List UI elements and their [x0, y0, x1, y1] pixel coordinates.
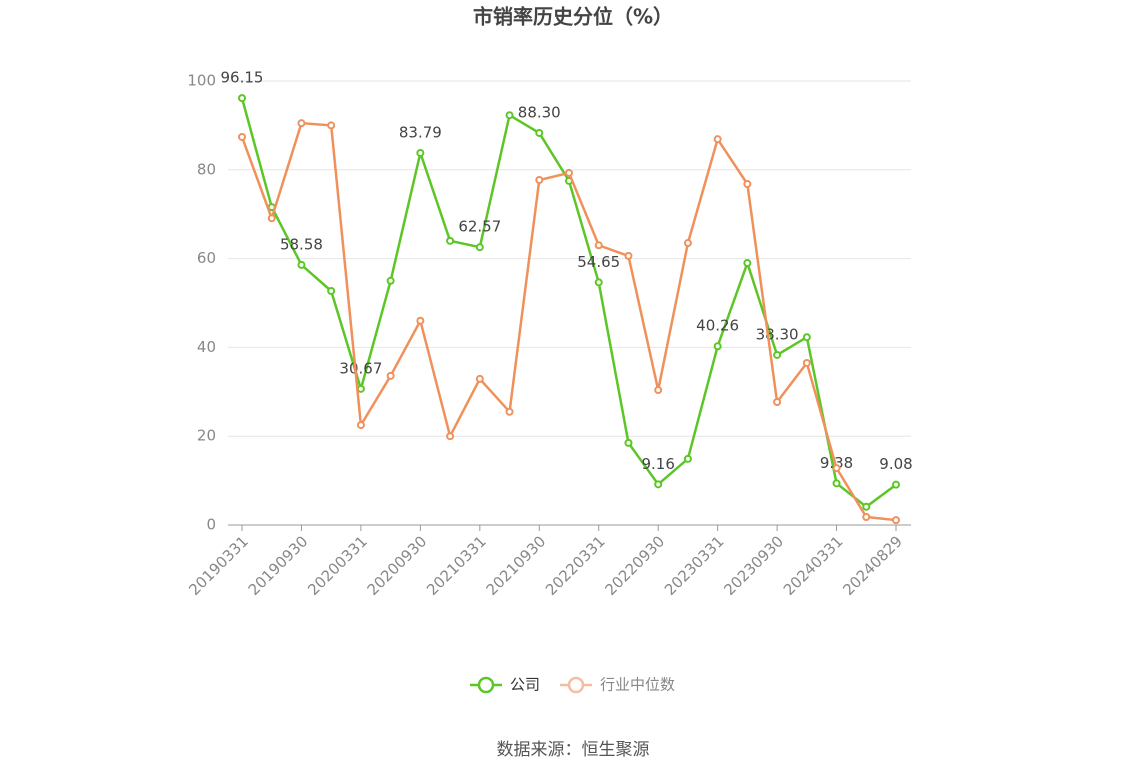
point	[654, 480, 663, 489]
point	[535, 128, 544, 137]
point	[594, 241, 603, 250]
point	[386, 371, 395, 380]
point	[565, 168, 573, 177]
x-tick-label: 20230331	[661, 532, 728, 599]
point	[713, 342, 722, 351]
point	[535, 176, 544, 185]
point	[238, 94, 246, 103]
y-tick-label: 0	[206, 516, 216, 534]
point	[416, 148, 425, 157]
point	[683, 454, 692, 463]
legend-label: 公司	[510, 676, 540, 694]
data-label: 9.08	[879, 455, 912, 473]
point	[862, 502, 871, 511]
x-tick-label: 20210930	[483, 532, 550, 599]
point	[743, 259, 752, 268]
series-line	[240, 97, 897, 509]
data-label: 54.65	[577, 253, 620, 271]
x-tick-label: 20220331	[542, 532, 609, 599]
point	[267, 214, 276, 223]
point	[654, 386, 663, 395]
point	[416, 316, 425, 325]
y-tick-label: 40	[197, 338, 216, 356]
y-tick-label: 100	[187, 72, 216, 90]
chart-title: 市销率历史分位（%）	[473, 5, 673, 29]
point	[862, 513, 871, 522]
point	[446, 432, 455, 441]
point	[594, 278, 603, 287]
data-label: 62.57	[458, 218, 501, 236]
x-tick-label: 20200331	[304, 532, 371, 599]
x-tick-label: 20230930	[720, 532, 787, 599]
point	[356, 384, 365, 393]
point	[297, 260, 306, 269]
y-tick-label: 80	[197, 160, 216, 178]
y-tick-label: 60	[197, 249, 216, 267]
x-tick-label: 20210331	[423, 532, 490, 599]
point	[773, 350, 782, 359]
x-tick-label: 20220930	[601, 532, 668, 599]
point	[386, 276, 395, 285]
data-label: 40.26	[696, 317, 739, 335]
data-label: 38.30	[756, 325, 799, 343]
point	[297, 119, 306, 128]
point	[505, 407, 514, 416]
x-tick-label: 20240331	[780, 532, 847, 599]
y-tick-label: 20	[197, 427, 216, 445]
point	[892, 516, 900, 525]
legend-marker	[567, 676, 585, 694]
point	[238, 132, 246, 141]
point	[624, 438, 633, 447]
data-label: 88.30	[518, 103, 561, 121]
point	[475, 243, 484, 252]
source: 数据来源：恒生聚源	[497, 740, 650, 760]
data-label: 83.79	[399, 123, 442, 141]
x-tick-label: 20240829	[839, 532, 906, 599]
data-label: 96.15	[221, 69, 264, 87]
x-tick-label: 20190930	[245, 532, 312, 599]
legend-marker	[477, 676, 495, 694]
point	[683, 239, 692, 248]
point	[802, 358, 811, 367]
point	[327, 287, 336, 296]
point	[743, 180, 752, 189]
point	[624, 251, 633, 260]
point	[446, 236, 455, 245]
x-tick-label: 20190331	[185, 532, 252, 599]
point	[892, 480, 900, 489]
point	[832, 479, 841, 488]
point	[713, 135, 722, 144]
point	[327, 121, 336, 130]
data-label: 9.16	[641, 455, 674, 473]
data-label: 9.38	[820, 454, 853, 472]
point	[832, 464, 841, 473]
point	[773, 398, 782, 407]
point	[475, 374, 484, 383]
point	[356, 421, 365, 430]
legend-label: 行业中位数	[600, 676, 675, 694]
data-label: 30.67	[339, 359, 382, 377]
point	[802, 333, 811, 342]
point	[505, 111, 514, 120]
x-tick-label: 20200930	[364, 532, 431, 599]
data-label: 58.58	[280, 235, 323, 253]
